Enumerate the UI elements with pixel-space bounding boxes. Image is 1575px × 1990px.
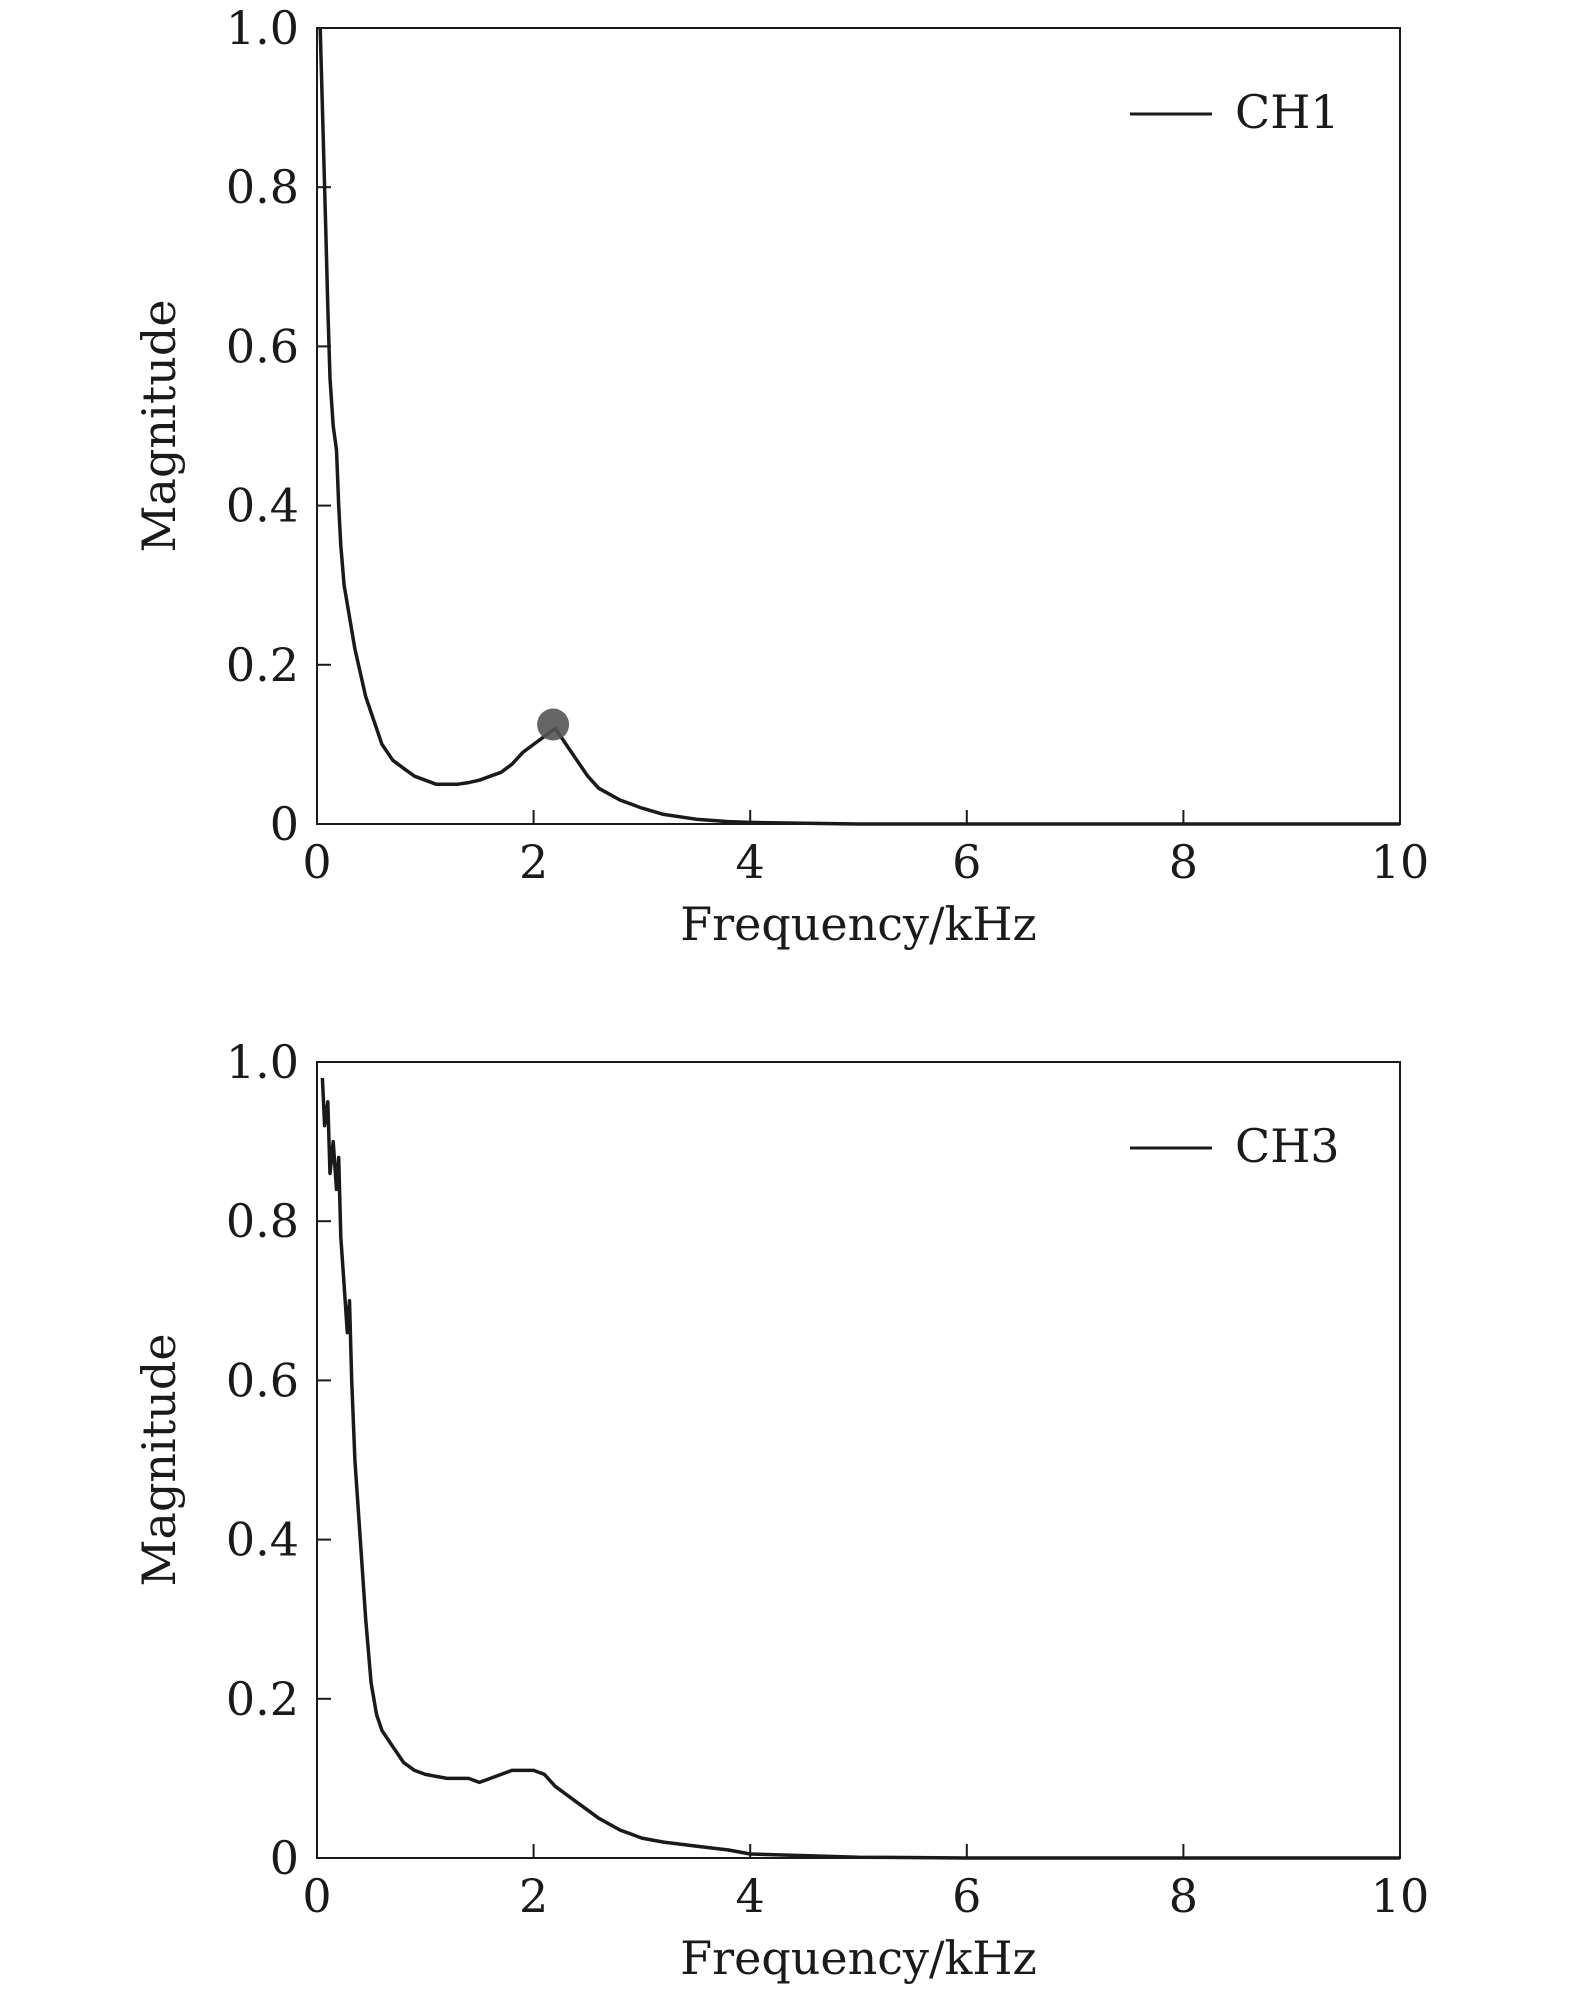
y-tick-label: 0.8	[226, 160, 299, 214]
x-tick-label: 6	[952, 835, 981, 889]
series-line-ch1	[318, 27, 1400, 826]
y-tick-label: 0	[270, 797, 299, 851]
chart-panel-2: 0 2 4 6 8 10 0 0.2 0.4 0.6 0.8 1.0 Frequency/kHz Magn…	[132, 1035, 1429, 1985]
x-tick-label: 4	[736, 835, 765, 889]
y-tick-label: 1.0	[226, 1, 299, 55]
y-tick-label: 0.4	[226, 479, 299, 533]
chart-panel-1: 0 2 4 6 8 10 0 0.2 0.4 0.6 0.8 1.0 Frequency/kHz Magn…	[132, 1, 1429, 951]
y-tick-label: 0.8	[226, 1194, 299, 1248]
x-tick-label: 2	[519, 1869, 548, 1923]
x-tick-label: 8	[1169, 835, 1198, 889]
legend-label: CH1	[1235, 85, 1340, 139]
x-axis-title: Frequency/kHz	[680, 897, 1037, 951]
y-tick-label: 0.2	[226, 1672, 299, 1726]
y-tick-label: 0.6	[226, 319, 299, 373]
legend-label: CH3	[1235, 1119, 1340, 1173]
x-tick-label: 8	[1169, 1869, 1198, 1923]
y-tick-label: 0	[270, 1831, 299, 1885]
y-tick-label: 0.6	[226, 1353, 299, 1407]
x-tick-label: 0	[302, 1869, 331, 1923]
x-tick-label: 10	[1371, 835, 1430, 889]
y-axis-title: Magnitude	[132, 299, 186, 552]
y-axis-title: Magnitude	[132, 1333, 186, 1586]
x-tick-label: 2	[519, 835, 548, 889]
y-tick-label: 1.0	[226, 1035, 299, 1089]
y-tick-label: 0.2	[226, 638, 299, 692]
x-axis-title: Frequency/kHz	[680, 1931, 1037, 1985]
x-tick-label: 0	[302, 835, 331, 889]
x-tick-label: 10	[1371, 1869, 1430, 1923]
x-tick-label: 4	[736, 1869, 765, 1923]
peak-marker	[537, 708, 570, 741]
y-tick-label: 0.4	[226, 1513, 299, 1567]
plot-frame	[316, 1061, 1401, 1859]
plot-frame	[316, 27, 1401, 825]
x-tick-label: 6	[952, 1869, 981, 1923]
series-line-ch3	[320, 1077, 1400, 1860]
